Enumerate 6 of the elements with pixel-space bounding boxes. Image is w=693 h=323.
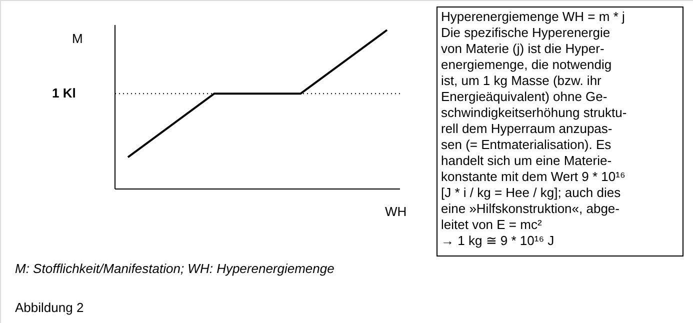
ref-line-label: 1 Kl <box>52 86 76 101</box>
y-axis-title: M <box>72 31 83 46</box>
x-axis-title: WH <box>385 204 407 219</box>
text: Hyperenergiemenge WH = m * j Die spezifische Hyperenergie von Materie (j) ist die Hyper- energiemenge, die notwendig ist, um 1 kg Masse (bzw. ihr Energieäquivalent) ohne Ge- schwindigkeitserhöhung struktu- rell dem Hyperraum anzupas- sen (= Entmaterialisation). Es handelt sich um eine Materie- konstante mit dem Wert 9 * 10¹⁶ [J * i / kg = Hee / kg]; auch dies eine »Hilfskonstruktion«, abge- leitet von E = mc² → 1 kg ≅ 9 * 10¹⁶ J <box>441 9 627 248</box>
text: M: Stofflichkeit/Manifestation; WH: Hyperenergiemenge <box>15 261 334 276</box>
text: Abbildung 2 <box>15 300 84 315</box>
